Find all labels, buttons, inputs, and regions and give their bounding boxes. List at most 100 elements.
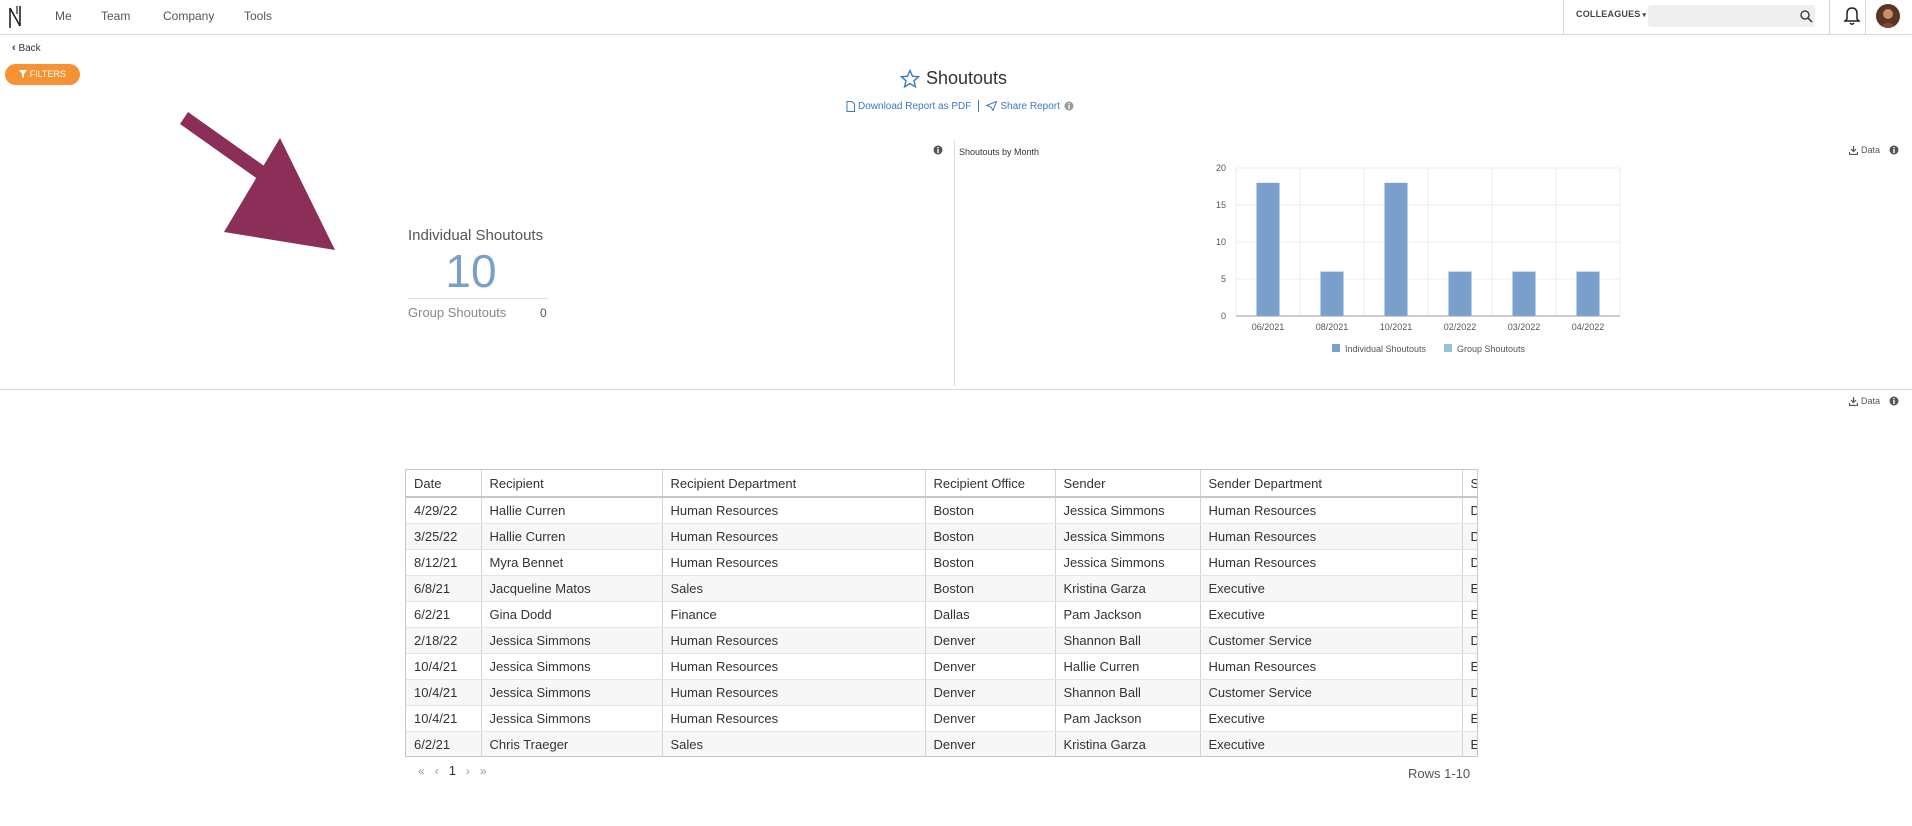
nav-divider [1865, 0, 1866, 34]
last-page-icon[interactable]: » [479, 763, 487, 778]
table-row[interactable]: 3/25/22 Hallie Curren Human Resources Bosto… [406, 523, 1477, 550]
cell-sender: Pam Jackson [1055, 705, 1201, 732]
table-row[interactable]: 8/12/21 Myra Bennet Human Resources Boston J… [406, 549, 1477, 576]
filters-button[interactable]: FILTERS [5, 64, 80, 85]
table-row[interactable]: 6/2/21 Chris Traeger Sales Denver Kristina G… [406, 731, 1477, 756]
cell-sender: Pam Jackson [1055, 601, 1201, 628]
table-data-download-link[interactable]: Data [1849, 396, 1899, 406]
avatar[interactable] [1876, 4, 1900, 28]
shoutouts-by-month-chart: 0 5 10 15 20 06/2021 08/2021 10/2021 02/2022 03/2… [1216, 163, 1621, 354]
cell-recipient: Gina Dodd [481, 601, 663, 628]
cell-recipient-office: Denver [925, 731, 1056, 756]
cell-recipient-office: Boston [925, 523, 1056, 550]
colleagues-dropdown[interactable]: COLLEAGUES ▾ [1576, 9, 1646, 19]
back-label: Back [18, 43, 41, 54]
y-tick-label: 15 [1216, 200, 1226, 210]
cell-recipient-department: Human Resources [662, 679, 926, 706]
column-header-recipient-office[interactable]: Recipient Office [925, 470, 1056, 498]
bar [1448, 271, 1472, 316]
column-header-recipient-department[interactable]: Recipient Department [662, 470, 926, 498]
nav-item-team[interactable]: Team [101, 9, 131, 23]
first-page-icon[interactable]: « [418, 763, 425, 778]
info-icon[interactable] [1889, 396, 1899, 406]
cell-sender: Jessica Simmons [1055, 549, 1201, 576]
cell-recipient: Jessica Simmons [481, 627, 663, 654]
cell-recipient: Jessica Simmons [481, 653, 663, 680]
next-page-icon[interactable]: › [465, 763, 470, 778]
y-tick-label: 5 [1221, 274, 1226, 284]
table-row[interactable]: 6/8/21 Jacqueline Matos Sales Boston Kristin… [406, 575, 1477, 602]
stat-divider [408, 298, 548, 299]
annotation-arrow [180, 112, 335, 250]
x-tick-label: 03/2022 [1508, 322, 1541, 332]
cell-recipient-office: Boston [925, 549, 1056, 576]
download-pdf-link[interactable]: Download Report as PDF [846, 100, 972, 112]
cell-sender-department: Executive [1200, 731, 1463, 756]
cell-recipient-office: Boston [925, 497, 1056, 524]
cell-recipient-office: Boston [925, 575, 1056, 602]
table-header-row: Date Recipient Recipient Department Reci… [406, 470, 1477, 498]
data-link-label: Data [1861, 145, 1881, 155]
column-header-sender-office[interactable]: S [1462, 470, 1477, 498]
download-pdf-label: Download Report as PDF [858, 100, 972, 112]
page-title: Shoutouts [900, 68, 1007, 89]
cell-sender: Kristina Garza [1055, 575, 1201, 602]
bar [1576, 271, 1600, 316]
bar [1384, 182, 1408, 316]
cell-sender-office: D [1462, 497, 1477, 524]
cell-sender-department: Human Resources [1200, 523, 1463, 550]
download-icon [1849, 145, 1858, 155]
nav-item-company[interactable]: Company [163, 9, 215, 23]
cell-sender-department: Human Resources [1200, 653, 1463, 680]
column-header-recipient[interactable]: Recipient [481, 470, 663, 498]
table-row[interactable]: 6/2/21 Gina Dodd Finance Dallas Pam Jackson E… [406, 601, 1477, 628]
cell-recipient-department: Sales [662, 731, 926, 756]
search-icon[interactable] [1799, 9, 1813, 23]
cell-recipient: Hallie Curren [481, 523, 663, 550]
panel-divider [954, 140, 955, 386]
table-row[interactable]: 10/4/21 Jessica Simmons Human Resources Den… [406, 653, 1477, 680]
share-report-link[interactable]: Share Report [986, 101, 1060, 112]
nav-item-me[interactable]: Me [55, 9, 72, 23]
table-row[interactable]: 10/4/21 Jessica Simmons Human Resources Den… [406, 705, 1477, 732]
star-icon[interactable] [900, 68, 920, 89]
cell-date: 2/18/22 [406, 627, 482, 654]
cell-recipient-department: Sales [662, 575, 926, 602]
back-link[interactable]: ‹ Back [12, 42, 41, 54]
search-input[interactable] [1648, 5, 1815, 27]
current-page[interactable]: 1 [448, 763, 456, 778]
column-header-date[interactable]: Date [406, 470, 482, 498]
table-row[interactable]: 2/18/22 Jessica Simmons Human Resources Den… [406, 627, 1477, 654]
cell-recipient: Jessica Simmons [481, 705, 663, 732]
info-icon[interactable] [933, 145, 943, 155]
logo-icon[interactable] [8, 4, 24, 30]
pagination: « ‹ 1 › » [418, 763, 487, 778]
x-tick-label: 08/2021 [1316, 322, 1349, 332]
individual-shoutouts-value: 10 [445, 245, 497, 297]
table-row[interactable]: 4/29/22 Hallie Curren Human Resources Bosto… [406, 497, 1477, 524]
cell-sender: Shannon Ball [1055, 679, 1201, 706]
nav-divider [1829, 0, 1830, 34]
bar [1320, 271, 1344, 316]
column-header-sender-department[interactable]: Sender Department [1200, 470, 1463, 498]
cell-date: 4/29/22 [406, 497, 482, 524]
cell-recipient-office: Denver [925, 653, 1056, 680]
prev-page-icon[interactable]: ‹ [434, 763, 439, 778]
nav-item-tools[interactable]: Tools [244, 9, 273, 23]
group-shoutouts-value: 0 [540, 306, 547, 320]
column-header-sender[interactable]: Sender [1055, 470, 1201, 498]
cell-sender-office: D [1462, 549, 1477, 576]
cell-date: 10/4/21 [406, 705, 482, 732]
y-tick-label: 0 [1221, 311, 1226, 321]
cell-recipient: Jacqueline Matos [481, 575, 663, 602]
cell-recipient-office: Denver [925, 627, 1056, 654]
download-icon [1849, 396, 1858, 406]
x-tick-label: 10/2021 [1380, 322, 1413, 332]
info-icon[interactable] [1889, 145, 1899, 155]
info-icon[interactable] [1064, 101, 1074, 111]
cell-sender-office: E [1462, 575, 1477, 602]
table-row[interactable]: 10/4/21 Jessica Simmons Human Resources Den… [406, 679, 1477, 706]
chart-data-download-link[interactable]: Data [1849, 145, 1899, 155]
bar [1256, 182, 1280, 316]
bell-icon[interactable] [1843, 6, 1861, 26]
